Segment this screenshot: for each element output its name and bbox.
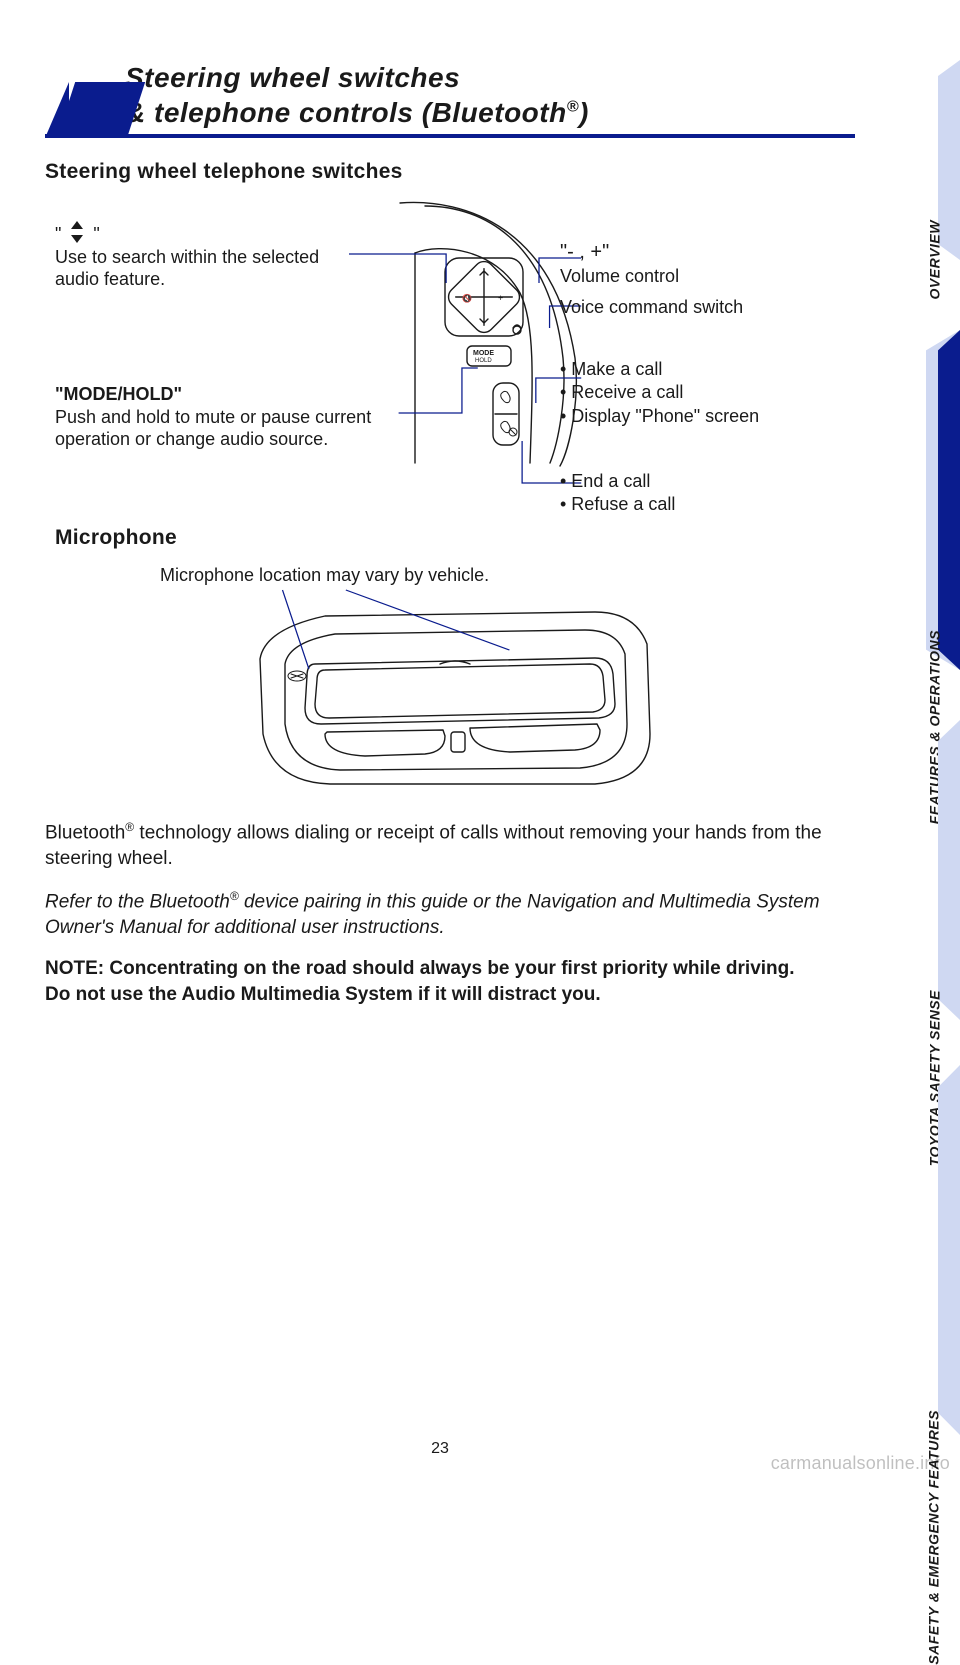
header-rule	[45, 134, 855, 138]
label-up-down-desc: Use to search within the selected audio …	[55, 247, 319, 290]
manual-page: OVERVIEW FEATURES & OPERATIONS TOYOTA SA…	[0, 0, 960, 1484]
p2-pre: Refer to the Bluetooth	[45, 891, 230, 912]
tab-safety-sense: TOYOTA SAFETY SENSE	[930, 720, 960, 1020]
tab-overview-label: OVERVIEW	[926, 220, 942, 299]
label-mode-hold: "MODE/HOLD" Push and hold to mute or pau…	[55, 383, 385, 451]
title-line2-pre: & telephone controls (Bluetooth	[125, 97, 567, 128]
up-down-icon	[66, 221, 88, 243]
label-volume-symbol: "- , +"	[560, 241, 609, 263]
quote-close: "	[93, 224, 99, 244]
title-sup: ®	[567, 99, 579, 116]
end-btn-line2: • Refuse a call	[560, 494, 675, 514]
tab-features-operations: FEATURES & OPERATIONS	[930, 330, 960, 670]
body-p1: Bluetooth® technology allows dialing or …	[45, 819, 825, 872]
page-title: Steering wheel switches & telephone cont…	[125, 60, 900, 130]
label-up-down: " " Use to search within the selected au…	[55, 218, 345, 291]
body-p3: NOTE: Concentrating on the road should a…	[45, 956, 825, 1007]
section2-heading: Microphone	[55, 526, 900, 550]
mode-button-text2: HOLD	[475, 358, 492, 364]
label-volume: "- , +" Volume control	[560, 240, 679, 288]
tab-overview: OVERVIEW	[930, 60, 960, 260]
svg-text:+: +	[498, 293, 503, 303]
label-volume-desc: Volume control	[560, 266, 679, 286]
callout-lines-2	[45, 564, 900, 794]
phone-btn-line3: • Display "Phone" screen	[560, 406, 759, 426]
label-mode-hold-title: "MODE/HOLD"	[55, 384, 182, 404]
body-p2: Refer to the Bluetooth® device pairing i…	[45, 888, 825, 941]
body-text: Bluetooth® technology allows dialing or …	[45, 819, 900, 1008]
end-btn-line1: • End a call	[560, 471, 650, 491]
page-number: 23	[0, 1440, 880, 1458]
tab-sef-label: SAFETY & EMERGENCY FEATURES	[926, 1410, 942, 1665]
section1-heading: Steering wheel telephone switches	[45, 160, 900, 184]
watermark: carmanualsonline.info	[771, 1453, 950, 1474]
label-end-button: • End a call • Refuse a call	[560, 470, 675, 517]
svg-text:🔇: 🔇	[462, 293, 472, 303]
phone-btn-line1: • Make a call	[560, 359, 662, 379]
label-mode-hold-desc: Push and hold to mute or pause current o…	[55, 407, 371, 450]
phone-btn-line2: • Receive a call	[560, 382, 683, 402]
label-voice-command: Voice command switch	[560, 296, 743, 319]
diagram-steering-switches: 🔇 + MODE HOLD	[45, 198, 900, 518]
tab-safety-emergency: SAFETY & EMERGENCY FEATURES	[930, 1065, 960, 1435]
p1-pre: Bluetooth	[45, 822, 125, 843]
label-phone-button: • Make a call • Receive a call • Display…	[560, 358, 759, 428]
mode-button-text1: MODE	[473, 350, 494, 357]
title-line2-post: )	[579, 97, 589, 128]
p1-sup: ®	[125, 820, 134, 834]
p2-sup: ®	[230, 889, 239, 903]
title-line1: Steering wheel switches	[125, 62, 460, 93]
page-header: Steering wheel switches & telephone cont…	[45, 60, 900, 138]
p1-post: technology allows dialing or receipt of …	[45, 822, 822, 869]
diagram-microphone: Microphone location may vary by vehicle.	[45, 564, 900, 794]
quote-open: "	[55, 224, 61, 244]
